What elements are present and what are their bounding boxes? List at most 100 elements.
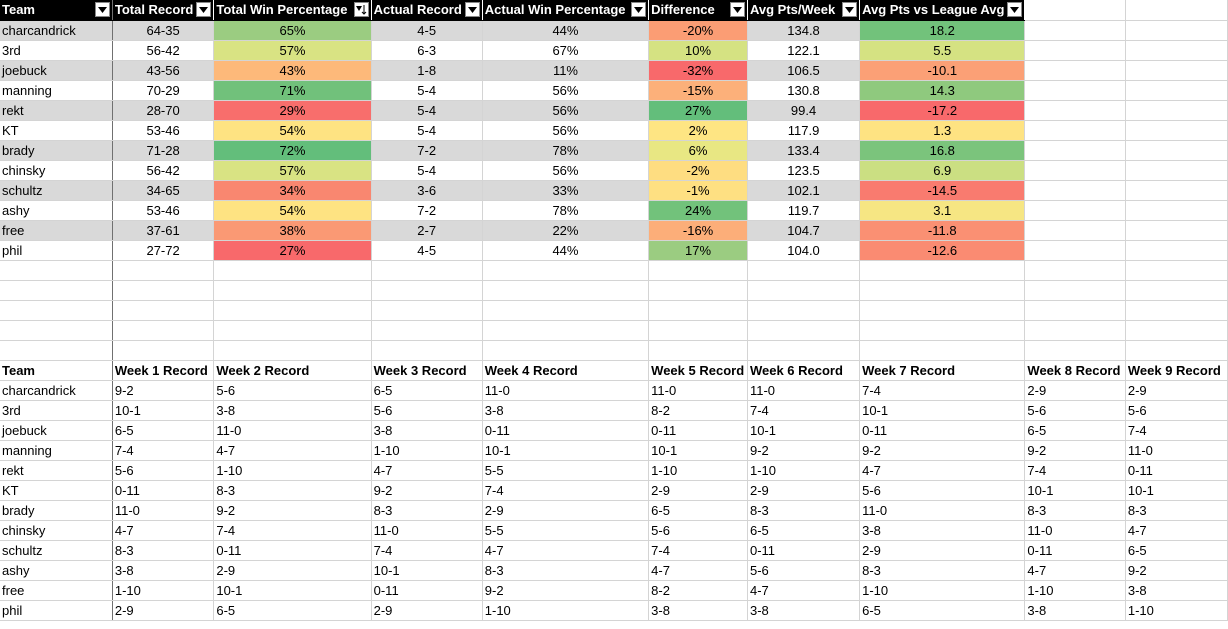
empty-cell[interactable] <box>1125 0 1228 21</box>
total-record-cell[interactable]: 37-61 <box>112 220 215 241</box>
actual-record-cell[interactable]: 7-2 <box>371 200 483 221</box>
week-record-cell[interactable]: 7-4 <box>112 440 215 461</box>
week-record-cell[interactable]: 0-11 <box>213 540 372 561</box>
avg-pts-cell[interactable]: 122.1 <box>747 40 861 61</box>
total-win-pct-cell[interactable]: 57% <box>213 40 372 61</box>
empty-cell[interactable] <box>213 300 372 321</box>
avg-pts-cell[interactable]: 102.1 <box>747 180 861 201</box>
week-record-cell[interactable]: 4-7 <box>747 580 861 601</box>
empty-cell[interactable] <box>1125 260 1228 281</box>
weekly-team-cell[interactable]: 3rd <box>0 400 113 421</box>
week-record-cell[interactable]: 2-9 <box>1125 380 1228 401</box>
avg-pts-cell[interactable]: 133.4 <box>747 140 861 161</box>
avg-vs-league-cell[interactable]: -14.5 <box>859 180 1026 201</box>
empty-cell[interactable] <box>1024 160 1126 181</box>
empty-cell[interactable] <box>0 280 113 301</box>
week-record-cell[interactable]: 2-9 <box>112 600 215 621</box>
empty-cell[interactable] <box>1024 280 1126 301</box>
empty-cell[interactable] <box>112 340 215 361</box>
team-name-cell[interactable]: manning <box>0 80 113 101</box>
empty-cell[interactable] <box>0 260 113 281</box>
week-record-cell[interactable]: 8-2 <box>648 400 748 421</box>
week-record-cell[interactable]: 3-8 <box>1024 600 1126 621</box>
actual-win-pct-cell[interactable]: 33% <box>482 180 650 201</box>
actual-record-cell[interactable]: 2-7 <box>371 220 483 241</box>
total-win-pct-cell[interactable]: 29% <box>213 100 372 121</box>
total-record-cell[interactable]: 56-42 <box>112 40 215 61</box>
avg-pts-cell[interactable]: 104.7 <box>747 220 861 241</box>
weekly-team-cell[interactable]: rekt <box>0 460 113 481</box>
empty-cell[interactable] <box>747 280 861 301</box>
week-record-cell[interactable]: 2-9 <box>482 500 650 521</box>
empty-cell[interactable] <box>747 260 861 281</box>
week-record-cell[interactable]: 11-0 <box>1125 440 1228 461</box>
empty-cell[interactable] <box>1125 300 1228 321</box>
week-record-cell[interactable]: 11-0 <box>648 380 748 401</box>
difference-cell[interactable]: -15% <box>648 80 748 101</box>
avg-vs-league-cell[interactable]: 1.3 <box>859 120 1026 141</box>
actual-record-cell[interactable]: 1-8 <box>371 60 483 81</box>
avg-vs-league-cell[interactable]: -17.2 <box>859 100 1026 121</box>
week-record-cell[interactable]: 8-3 <box>482 560 650 581</box>
avg-pts-cell[interactable]: 104.0 <box>747 240 861 261</box>
week-record-cell[interactable]: 8-3 <box>112 540 215 561</box>
empty-cell[interactable] <box>1125 100 1228 121</box>
difference-cell[interactable]: 2% <box>648 120 748 141</box>
week-record-cell[interactable]: 7-4 <box>1024 460 1126 481</box>
filter-dropdown-icon[interactable] <box>631 2 647 17</box>
week-record-cell[interactable]: 11-0 <box>482 380 650 401</box>
summary-header-cell[interactable]: Difference <box>648 0 748 21</box>
week-record-cell[interactable]: 3-8 <box>112 560 215 581</box>
week-record-cell[interactable]: 5-6 <box>648 520 748 541</box>
empty-cell[interactable] <box>1024 300 1126 321</box>
week-record-cell[interactable]: 2-9 <box>1024 380 1126 401</box>
avg-vs-league-cell[interactable]: -10.1 <box>859 60 1026 81</box>
empty-cell[interactable] <box>1125 320 1228 341</box>
week-record-cell[interactable]: 8-3 <box>371 500 483 521</box>
week-record-cell[interactable]: 0-11 <box>859 420 1026 441</box>
week-record-cell[interactable]: 0-11 <box>482 420 650 441</box>
empty-cell[interactable] <box>859 320 1026 341</box>
actual-win-pct-cell[interactable]: 11% <box>482 60 650 81</box>
empty-cell[interactable] <box>1125 120 1228 141</box>
total-record-cell[interactable]: 64-35 <box>112 20 215 41</box>
avg-pts-cell[interactable]: 119.7 <box>747 200 861 221</box>
week-record-cell[interactable]: 1-10 <box>482 600 650 621</box>
empty-cell[interactable] <box>371 320 483 341</box>
difference-cell[interactable]: -16% <box>648 220 748 241</box>
total-win-pct-cell[interactable]: 38% <box>213 220 372 241</box>
empty-cell[interactable] <box>482 320 650 341</box>
week-record-cell[interactable]: 5-6 <box>747 560 861 581</box>
week-record-cell[interactable]: 3-8 <box>1125 580 1228 601</box>
actual-win-pct-cell[interactable]: 44% <box>482 20 650 41</box>
weekly-team-cell[interactable]: phil <box>0 600 113 621</box>
total-win-pct-cell[interactable]: 57% <box>213 160 372 181</box>
empty-cell[interactable] <box>648 340 748 361</box>
actual-record-cell[interactable]: 5-4 <box>371 160 483 181</box>
empty-cell[interactable] <box>1024 60 1126 81</box>
week-record-cell[interactable]: 4-7 <box>213 440 372 461</box>
empty-cell[interactable] <box>859 260 1026 281</box>
week-record-cell[interactable]: 6-5 <box>648 500 748 521</box>
empty-cell[interactable] <box>482 260 650 281</box>
team-name-cell[interactable]: brady <box>0 140 113 161</box>
team-name-cell[interactable]: KT <box>0 120 113 141</box>
total-record-cell[interactable]: 43-56 <box>112 60 215 81</box>
week-record-cell[interactable]: 7-4 <box>482 480 650 501</box>
weekly-team-cell[interactable]: manning <box>0 440 113 461</box>
week-record-cell[interactable]: 7-4 <box>859 380 1026 401</box>
avg-pts-cell[interactable]: 123.5 <box>747 160 861 181</box>
week-record-cell[interactable]: 10-1 <box>648 440 748 461</box>
week-record-cell[interactable]: 1-10 <box>371 440 483 461</box>
empty-cell[interactable] <box>371 260 483 281</box>
avg-vs-league-cell[interactable]: -12.6 <box>859 240 1026 261</box>
total-record-cell[interactable]: 27-72 <box>112 240 215 261</box>
empty-cell[interactable] <box>1125 240 1228 261</box>
total-record-cell[interactable]: 34-65 <box>112 180 215 201</box>
actual-record-cell[interactable]: 4-5 <box>371 240 483 261</box>
week-record-cell[interactable]: 2-9 <box>213 560 372 581</box>
team-name-cell[interactable]: rekt <box>0 100 113 121</box>
team-name-cell[interactable]: charcandrick <box>0 20 113 41</box>
actual-win-pct-cell[interactable]: 56% <box>482 120 650 141</box>
empty-cell[interactable] <box>1024 100 1126 121</box>
